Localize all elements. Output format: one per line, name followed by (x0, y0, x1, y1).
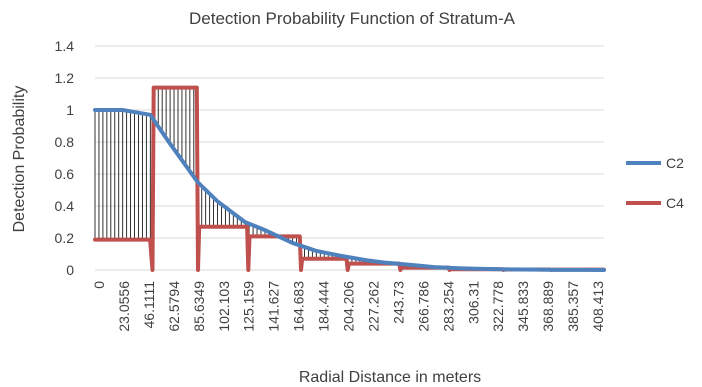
hatch-lines (94, 87, 467, 270)
x-tick-label: 385.357 (565, 281, 581, 332)
x-tick-label: 184.444 (316, 281, 332, 332)
legend-label-c2: C2 (666, 155, 684, 171)
x-tick-label: 204.206 (341, 281, 357, 332)
y-tick-label: 0.6 (55, 166, 75, 182)
y-tick-label: 1 (66, 102, 74, 118)
x-tick-label: 322.778 (490, 281, 506, 332)
x-tick-label: 408.413 (590, 281, 606, 332)
series-line-c4 (93, 85, 606, 272)
x-tick-label: 125.159 (241, 281, 257, 332)
y-tick-label: 0 (66, 262, 74, 278)
legend: C2 C4 (626, 155, 684, 211)
x-tick-label: 243.73 (390, 281, 406, 324)
series-lines (93, 85, 606, 272)
x-tick-label: 283.254 (440, 281, 456, 332)
x-tick-label: 368.889 (540, 281, 556, 332)
x-tick-label: 141.627 (266, 281, 282, 332)
y-axis-title: Detection Probability (11, 86, 28, 233)
y-tick-labels: 0 0.2 0.4 0.6 0.8 1 1.2 1.4 (55, 38, 75, 278)
y-tick-label: 0.2 (55, 230, 75, 246)
legend-label-c4: C4 (666, 195, 684, 211)
y-tick-label: 1.2 (55, 70, 75, 86)
x-axis-title: Radial Distance in meters (299, 369, 481, 386)
x-tick-label: 23.0556 (116, 281, 132, 332)
x-tick-label: 46.1111 (141, 281, 157, 329)
x-tick-label: 62.5794 (166, 281, 182, 332)
x-tick-label: 266.786 (415, 281, 431, 332)
chart-title: Detection Probability Function of Stratu… (189, 9, 516, 28)
gridlines (95, 45, 604, 271)
x-tick-label: 85.6349 (191, 281, 207, 332)
x-tick-label: 306.31 (465, 281, 481, 324)
series-line-c2 (93, 108, 606, 272)
x-tick-label: 164.683 (291, 281, 307, 332)
x-tick-label: 102.103 (216, 281, 232, 332)
x-tick-labels: 0 23.0556 46.1111 62.5794 85.6349 102.103 125.… (91, 281, 606, 332)
y-tick-label: 1.4 (55, 38, 75, 54)
y-tick-label: 0.8 (55, 134, 75, 150)
y-tick-label: 0.4 (55, 198, 75, 214)
x-tick-label: 345.833 (515, 281, 531, 332)
x-tick-label: 227.262 (365, 281, 381, 332)
x-tick-label: 0 (91, 281, 107, 289)
